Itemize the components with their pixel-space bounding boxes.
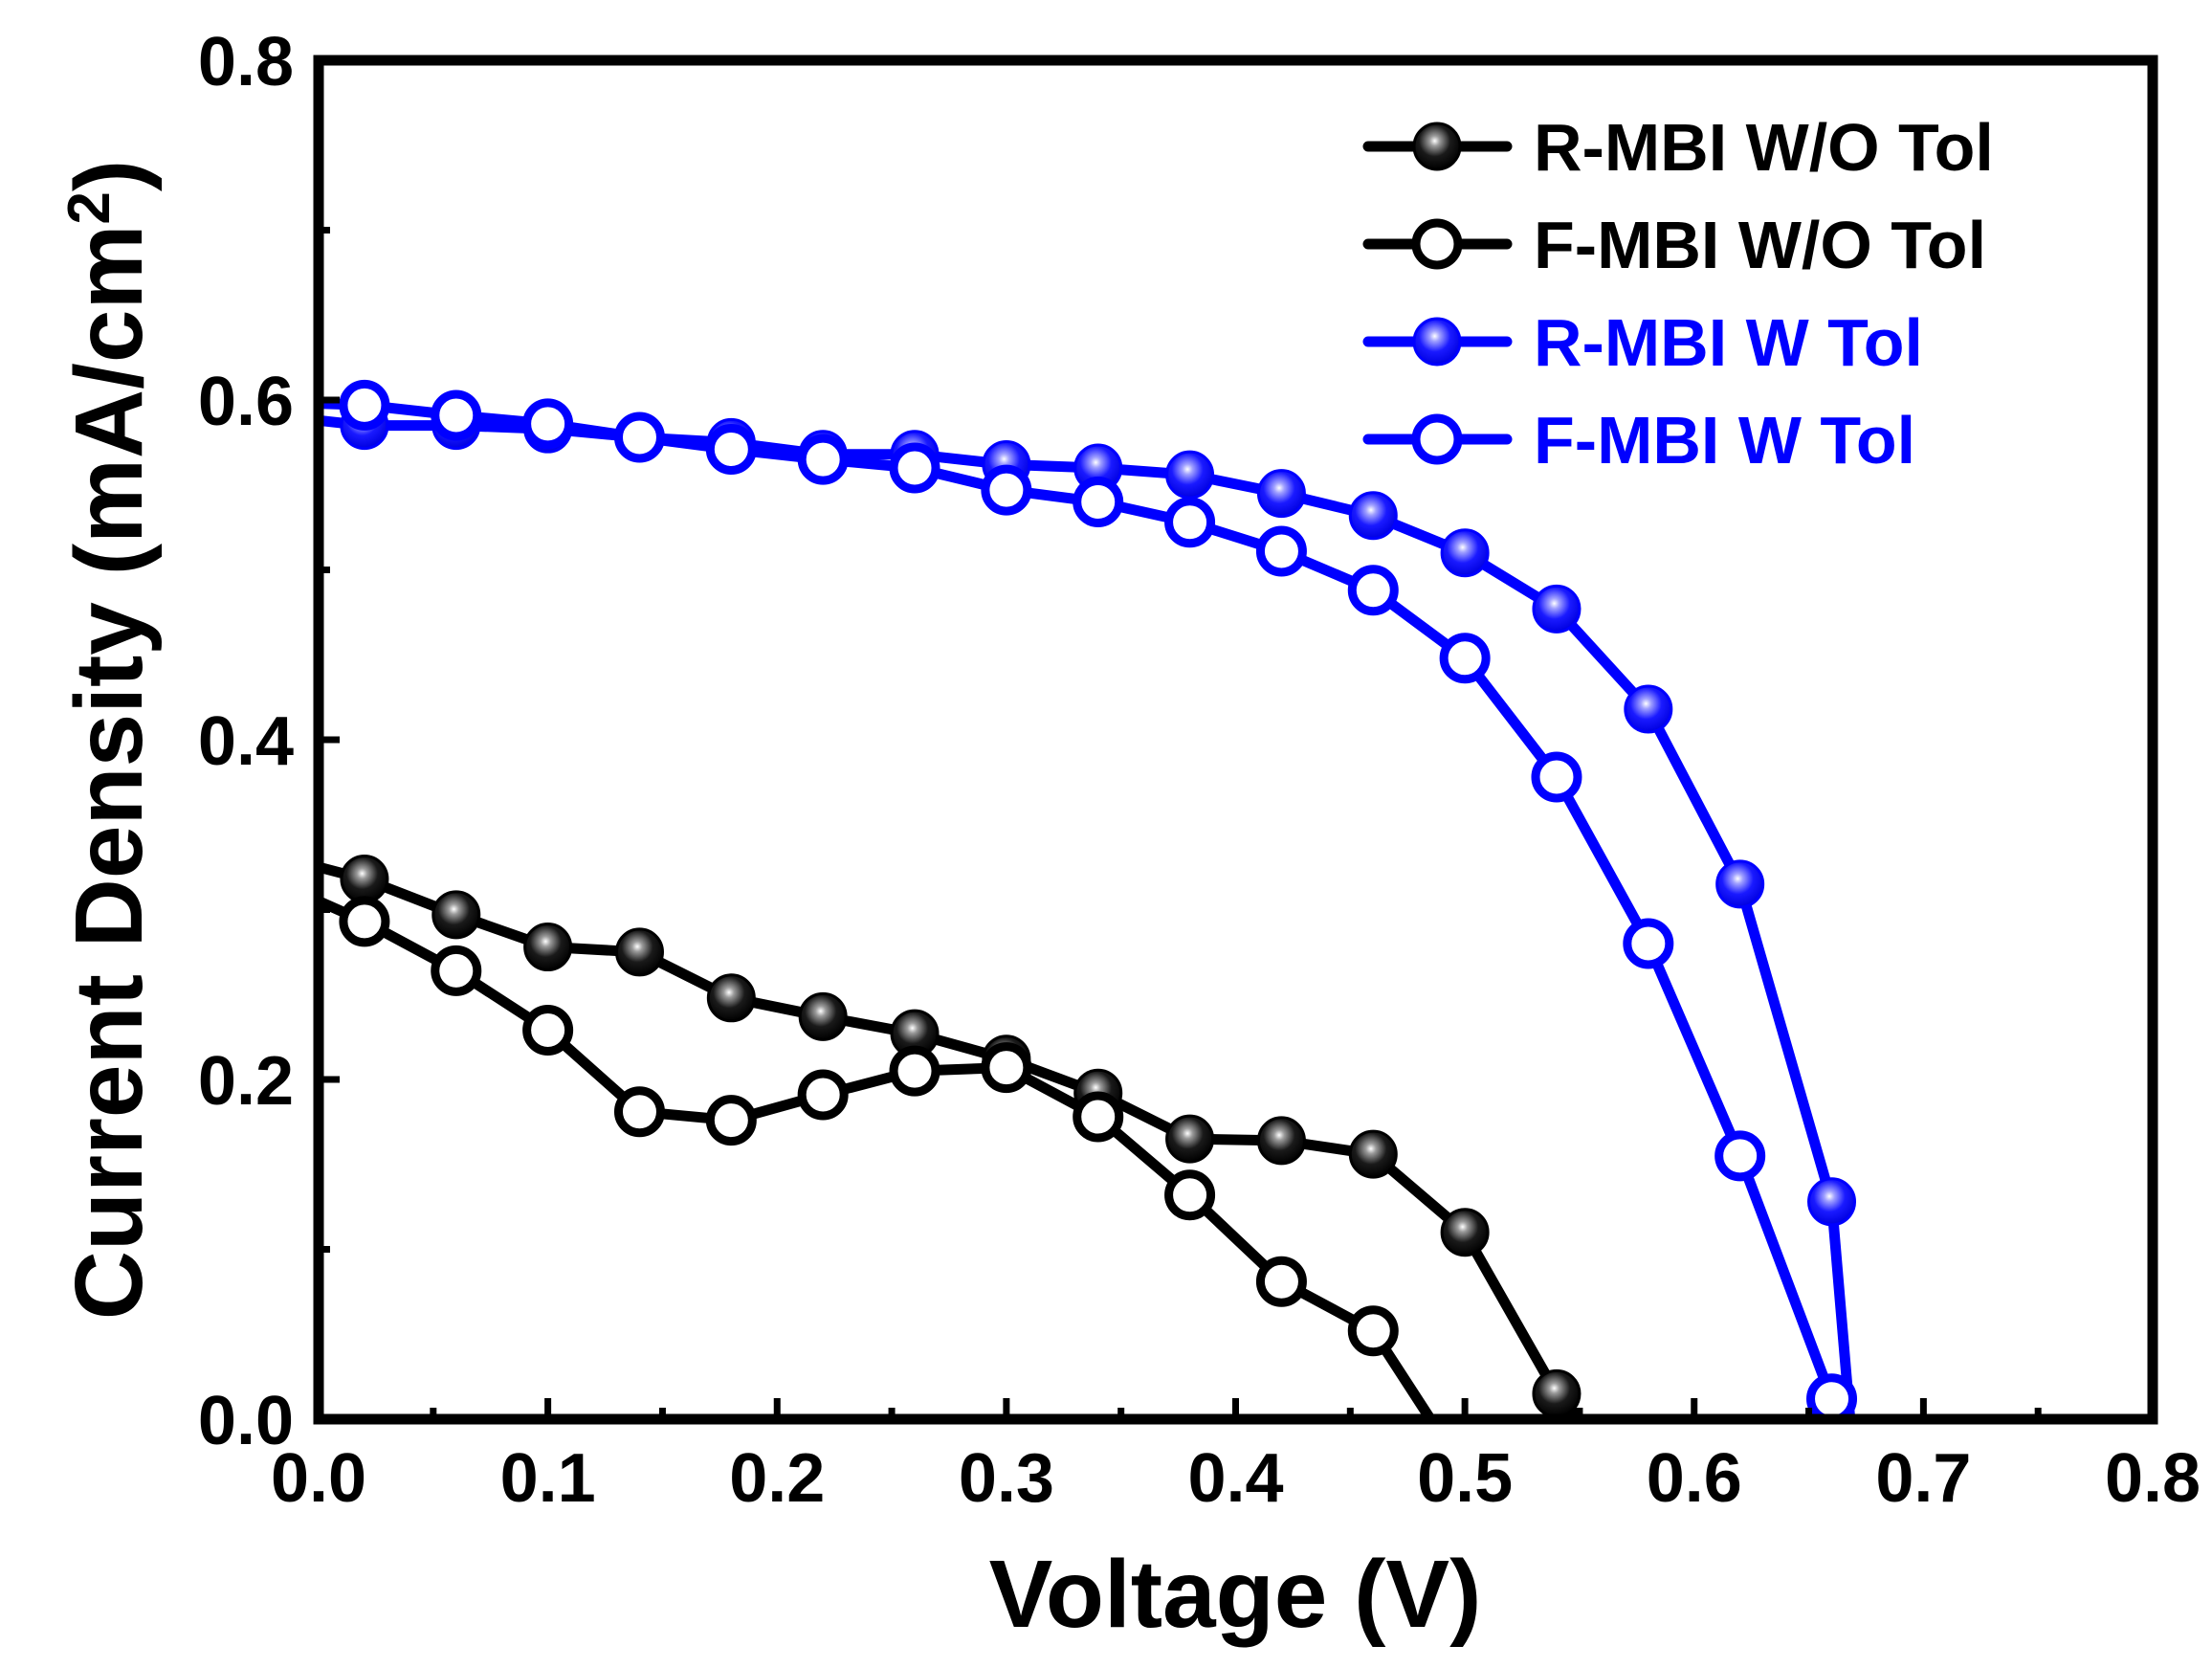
data-point-f-mbi-w-o-tol [339,896,390,947]
y-axis-title: Current Density (mA/cm2) [55,160,163,1320]
legend-marker [1411,218,1463,270]
legend-label: R-MBI W Tol [1534,305,1923,380]
legend-marker [1411,413,1463,465]
data-point-f-mbi-w-tol [797,434,849,485]
legend-label: F-MBI W Tol [1534,403,1915,478]
data-point-r-mbi-w-o-tol [798,991,848,1041]
data-point-r-mbi-w-o-tol [431,890,481,940]
data-point-f-mbi-w-tol [1164,497,1216,548]
legend-item-f-mbi-w-o-tol: F-MBI W/O Tol [1362,208,1986,282]
legend-label: R-MBI W/O Tol [1534,110,1994,185]
legend-item-f-mbi-w-tol: F-MBI W Tol [1362,403,1915,478]
data-point-f-mbi-w-tol [522,398,574,450]
data-point-f-mbi-w-tol [1255,525,1307,577]
data-point-f-mbi-w-tol [339,379,390,431]
data-point-f-mbi-w-tol [889,442,940,494]
y-axis-title-main: Current Density (mA/cm [55,225,163,1321]
x-tick-label: 0.8 [2105,1440,2201,1517]
data-point-r-mbi-w-tol [1165,450,1215,500]
data-point-r-mbi-w-o-tol [523,923,573,972]
y-axis-title-close: ) [55,160,163,191]
x-tick-label: 0.3 [959,1440,1054,1517]
data-point-f-mbi-w-tol [1531,751,1582,803]
x-tick-label: 0.5 [1417,1440,1513,1517]
data-point-f-mbi-w-o-tol [431,945,482,996]
series-line-r-mbi-w-tol [319,414,1856,1419]
data-point-f-mbi-w-tol [1714,1130,1766,1182]
data-point-f-mbi-w-o-tol [705,1095,757,1146]
data-point-f-mbi-w-o-tol [613,1086,665,1138]
y-tick-label: 0.0 [198,1383,294,1459]
data-point-r-mbi-w-o-tol [1532,1368,1582,1418]
data-point-f-mbi-w-tol [613,411,665,463]
x-tick-label: 0.1 [500,1440,596,1517]
series-f-mbi-w-tol [319,379,1858,1419]
y-tick-label: 0.6 [198,364,294,440]
legend-marker [1412,122,1462,171]
data-point-f-mbi-w-o-tol [1164,1169,1216,1221]
data-point-r-mbi-w-tol [1807,1177,1857,1227]
series-line-f-mbi-w-o-tol [319,896,1436,1419]
y-tick-label: 0.4 [198,703,294,780]
series-layer [319,379,1858,1419]
legend-marker [1412,317,1462,367]
data-point-r-mbi-w-o-tol [614,927,664,977]
y-tick-label: 0.8 [198,24,294,100]
series-line-r-mbi-w-o-tol [319,861,1585,1419]
series-line-f-mbi-w-tol [319,398,1837,1405]
data-point-f-mbi-w-tol [1347,565,1399,616]
x-tick-label: 0.4 [1187,1440,1283,1517]
data-point-r-mbi-w-tol [1715,859,1765,909]
data-point-f-mbi-w-tol [1623,918,1674,969]
data-point-r-mbi-w-o-tol [1256,1116,1306,1166]
legend-item-r-mbi-w-o-tol: R-MBI W/O Tol [1362,110,1994,185]
legend-label: F-MBI W/O Tol [1534,208,1986,282]
data-point-f-mbi-w-tol [1073,477,1124,527]
y-tick-label: 0.2 [198,1043,294,1120]
data-point-f-mbi-w-o-tol [1255,1256,1307,1307]
data-point-f-mbi-w-tol [705,423,757,475]
data-point-f-mbi-w-o-tol [522,1005,574,1056]
data-point-f-mbi-w-o-tol [889,1045,940,1097]
data-point-r-mbi-w-tol [1532,584,1582,634]
data-point-r-mbi-w-o-tol [1348,1129,1398,1179]
x-tick-label: 0.6 [1647,1440,1742,1517]
data-point-f-mbi-w-tol [1806,1373,1858,1419]
data-point-r-mbi-w-tol [1348,491,1398,541]
data-point-f-mbi-w-o-tol [797,1069,849,1121]
x-tick-label: 0.2 [729,1440,825,1517]
data-point-r-mbi-w-o-tol [1165,1114,1215,1164]
data-point-f-mbi-w-tol [431,389,482,441]
data-point-r-mbi-w-tol [1256,469,1306,519]
data-point-f-mbi-w-o-tol [981,1042,1032,1094]
data-point-r-mbi-w-tol [1624,684,1673,734]
x-tick-label: 0.7 [1875,1440,1971,1517]
y-axis-title-sup: 2 [56,191,122,224]
data-point-r-mbi-w-o-tol [1440,1208,1490,1257]
data-point-r-mbi-w-o-tol [340,855,389,904]
data-point-f-mbi-w-tol [981,464,1032,516]
legend: R-MBI W/O Tol F-MBI W/O Tol R-MBI W Tol F-M… [1362,110,1994,478]
x-tick-label: 0.0 [271,1440,366,1517]
data-point-f-mbi-w-tol [1439,633,1491,684]
legend-item-r-mbi-w-tol: R-MBI W Tol [1362,305,1923,380]
series-f-mbi-w-o-tol [319,896,1436,1419]
ticks-layer: 0.0 0.1 0.2 0.3 0.4 0.5 0.6 0.7 0.8 0.0 0.2 0.4 0.6 0… [198,24,2201,1517]
data-point-f-mbi-w-o-tol [1347,1305,1399,1357]
data-point-r-mbi-w-tol [1440,528,1490,578]
data-point-f-mbi-w-o-tol [1073,1091,1124,1143]
data-point-r-mbi-w-o-tol [706,973,756,1023]
x-axis-title: Voltage (V) [989,1541,1482,1648]
